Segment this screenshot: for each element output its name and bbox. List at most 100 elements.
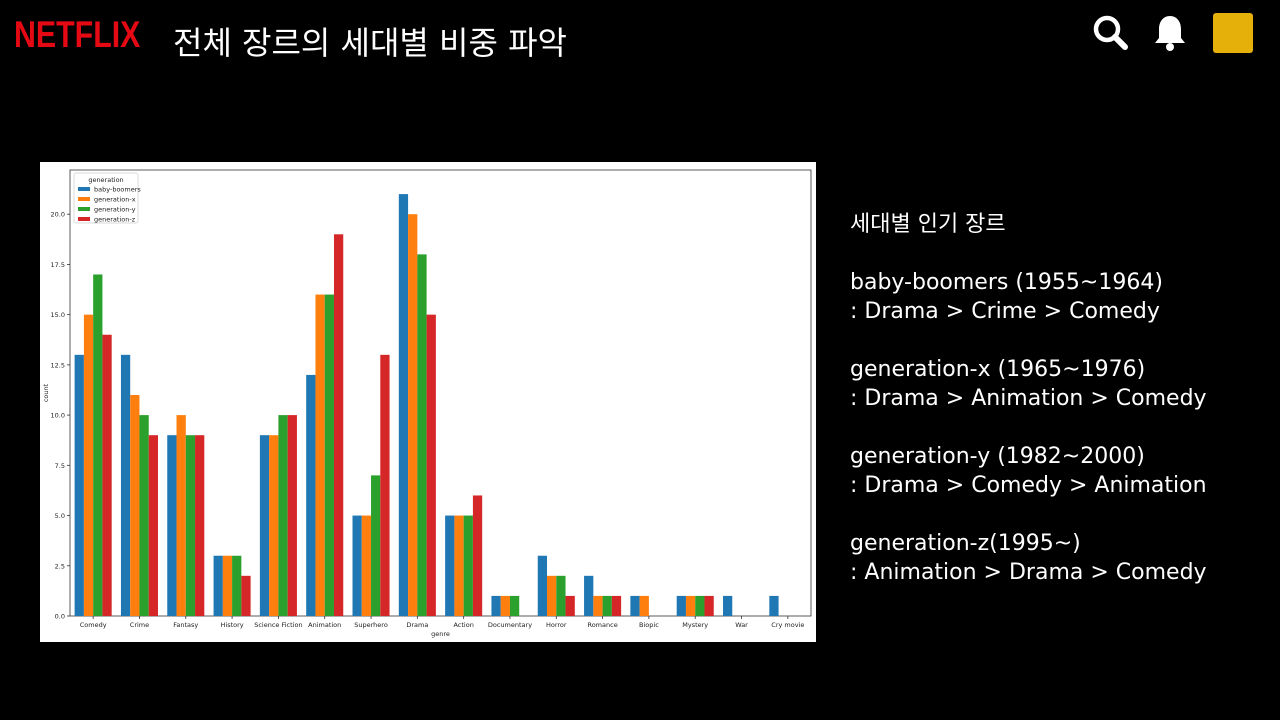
bar-generation-x bbox=[408, 214, 418, 617]
x-tick-label: Cry movie bbox=[771, 621, 804, 629]
bar-generation-z bbox=[704, 595, 714, 616]
bar-generation-z bbox=[472, 495, 483, 616]
bar-generation-y bbox=[417, 254, 427, 616]
bar-generation-x bbox=[454, 515, 464, 616]
bar-generation-z bbox=[380, 354, 390, 616]
bar-generation-z bbox=[611, 595, 622, 616]
bar-generation-y bbox=[371, 475, 381, 616]
bar-generation-y bbox=[324, 294, 334, 616]
bar-generation-y bbox=[139, 415, 149, 616]
bar-generation-x bbox=[685, 595, 696, 616]
summary-panel: 세대별 인기 장르 baby-boomers (1955~1964) : Dra… bbox=[850, 210, 1270, 616]
legend-swatch bbox=[78, 217, 90, 221]
bar-baby-boomers bbox=[120, 354, 131, 616]
legend-label: baby-boomers bbox=[94, 186, 141, 194]
bar-generation-z bbox=[333, 234, 344, 616]
generation-ranking: : Drama > Animation > Comedy bbox=[850, 386, 1207, 411]
bar-generation-x bbox=[315, 294, 325, 616]
legend-label: generation-z bbox=[94, 216, 136, 224]
bar-generation-x bbox=[130, 395, 140, 616]
summary-generation-x: generation-x (1965~1976) : Drama > Anima… bbox=[850, 355, 1270, 413]
bar-generation-x bbox=[500, 595, 510, 616]
bar-generation-y bbox=[509, 595, 520, 616]
bar-generation-y bbox=[278, 415, 288, 616]
y-tick-label: 2.5 bbox=[55, 562, 65, 570]
bar-baby-boomers bbox=[491, 595, 501, 616]
summary-generation-baby-boomers: baby-boomers (1955~1964) : Drama > Crime… bbox=[850, 268, 1270, 326]
bar-baby-boomers bbox=[769, 595, 779, 616]
bar-generation-y bbox=[232, 555, 242, 616]
summary-generation-z: generation-z(1995~) : Animation > Drama … bbox=[850, 529, 1270, 587]
y-tick-label: 7.5 bbox=[55, 462, 65, 470]
search-icon[interactable] bbox=[1090, 12, 1130, 52]
netflix-logo[interactable]: NETFLIX bbox=[14, 14, 141, 55]
genre-generation-chart: 0.0 2.5 5.0 7.5 10.0 12.5 15.0 17.5 20.0 Comedy Cr… bbox=[40, 162, 816, 642]
x-tick-label: Documentary bbox=[488, 621, 532, 629]
bar-baby-boomers bbox=[259, 435, 270, 616]
bar-generation-x bbox=[547, 575, 557, 616]
bar-generation-z bbox=[287, 415, 297, 616]
x-axis-label: genre bbox=[431, 630, 450, 638]
bar-baby-boomers bbox=[213, 555, 223, 616]
legend-label: generation-y bbox=[94, 206, 136, 214]
page-title: 전체 장르의 세대별 비중 파악 bbox=[173, 24, 567, 62]
x-tick-label: Fantasy bbox=[173, 621, 198, 629]
bar-baby-boomers bbox=[584, 575, 594, 616]
bar-baby-boomers bbox=[74, 354, 84, 616]
profile-avatar[interactable] bbox=[1213, 13, 1253, 53]
generation-name: generation-y (1982~2000) bbox=[850, 444, 1145, 469]
x-tick-label: Action bbox=[453, 621, 473, 629]
bar-baby-boomers bbox=[723, 595, 733, 616]
x-tick-label: Superhero bbox=[354, 621, 388, 629]
generation-name: generation-x (1965~1976) bbox=[850, 357, 1146, 382]
legend-label: generation-x bbox=[94, 196, 136, 204]
bar-generation-x bbox=[176, 415, 186, 616]
x-tick-label: Science Fiction bbox=[254, 621, 302, 629]
bar-baby-boomers bbox=[306, 374, 316, 616]
plot-frame bbox=[69, 169, 812, 617]
bar-baby-boomers bbox=[352, 515, 362, 616]
x-tick-label: Animation bbox=[308, 621, 341, 629]
summary-generation-y: generation-y (1982~2000) : Drama > Comed… bbox=[850, 442, 1270, 500]
bar-generation-y bbox=[602, 595, 612, 616]
bar-baby-boomers bbox=[676, 595, 686, 616]
y-tick-label: 15.0 bbox=[51, 311, 65, 319]
generation-name: baby-boomers (1955~1964) bbox=[850, 270, 1163, 295]
x-tick-label: Comedy bbox=[80, 621, 107, 629]
x-tick-label: Biopic bbox=[639, 621, 659, 629]
bar-generation-x bbox=[639, 595, 649, 616]
y-axis-label: count bbox=[42, 383, 50, 402]
y-tick-label: 5.0 bbox=[55, 512, 65, 520]
x-tick-label: History bbox=[221, 621, 244, 629]
legend-swatch bbox=[78, 207, 90, 211]
bar-generation-x bbox=[83, 314, 94, 616]
y-tick-label: 0.0 bbox=[55, 613, 65, 621]
generation-ranking: : Drama > Comedy > Animation bbox=[850, 473, 1207, 498]
generation-name: generation-z(1995~) bbox=[850, 531, 1081, 556]
bar-generation-z bbox=[241, 575, 251, 616]
y-tick-label: 20.0 bbox=[51, 211, 65, 219]
bell-icon[interactable] bbox=[1150, 12, 1190, 52]
bar-baby-boomers bbox=[167, 435, 177, 616]
bar-generation-x bbox=[269, 435, 279, 616]
bar-generation-z bbox=[195, 435, 205, 616]
legend-title: generation bbox=[88, 176, 123, 184]
legend-swatch bbox=[78, 187, 90, 191]
bar-generation-x bbox=[222, 555, 233, 616]
y-tick-label: 17.5 bbox=[51, 261, 65, 269]
x-tick-label: Horror bbox=[546, 621, 567, 629]
y-tick-label: 10.0 bbox=[51, 412, 65, 420]
bar-generation-y bbox=[463, 515, 473, 616]
generation-ranking: : Drama > Crime > Comedy bbox=[850, 299, 1160, 324]
x-tick-label: Drama bbox=[406, 621, 428, 629]
bar-generation-z bbox=[148, 435, 158, 616]
x-tick-label: Crime bbox=[130, 621, 149, 629]
bar-chart-svg: 0.0 2.5 5.0 7.5 10.0 12.5 15.0 17.5 20.0 Comedy Cr… bbox=[42, 169, 812, 638]
x-tick-label: Romance bbox=[587, 621, 617, 629]
bar-generation-y bbox=[185, 435, 196, 616]
summary-heading: 세대별 인기 장르 bbox=[850, 212, 1006, 237]
bar-generation-z bbox=[426, 314, 436, 616]
bar-generation-y bbox=[556, 575, 566, 616]
bar-generation-x bbox=[593, 595, 603, 616]
bar-generation-x bbox=[361, 515, 372, 616]
